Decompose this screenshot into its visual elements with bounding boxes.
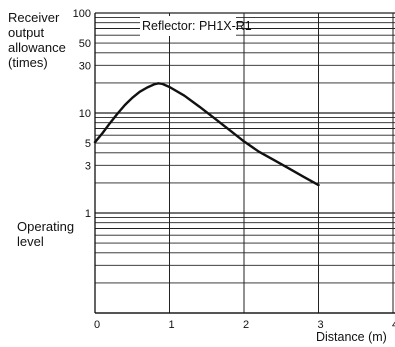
x-tick-label: 2 (243, 319, 249, 331)
y-tick-label: 3 (85, 160, 91, 172)
y-tick-label: 50 (79, 38, 91, 50)
series-lines (93, 82, 320, 187)
x-tick-label: 4 (392, 319, 395, 331)
x-tick-label: 3 (318, 319, 324, 331)
tick-labels: 10050301053101234 (73, 8, 395, 331)
grid-lines (94, 12, 395, 314)
y-axis-label-line-4: (times) (8, 55, 48, 70)
x-tick-label: 0 (94, 319, 100, 331)
y-tick-label: 10 (79, 108, 91, 120)
y-tick-label: 30 (79, 60, 91, 72)
y-axis-label-line-3: allowance (8, 40, 66, 55)
x-axis-label: Distance (m) (316, 330, 387, 344)
annotation-label: Reflector: PH1X-R1 (142, 19, 252, 33)
operating-level-label-line-2: level (17, 234, 44, 249)
y-tick-label: 1 (85, 208, 91, 220)
operating-level-label-line-1: Operating (17, 219, 74, 234)
y-axis-label-line-1: Receiver (8, 10, 60, 25)
y-tick-label: 100 (73, 8, 91, 20)
x-tick-label: 1 (169, 319, 175, 331)
series-line-1 (93, 82, 320, 187)
y-axis-label-line-2: output (8, 25, 45, 40)
annotation-box (140, 16, 236, 36)
y-tick-label: 5 (85, 138, 91, 150)
